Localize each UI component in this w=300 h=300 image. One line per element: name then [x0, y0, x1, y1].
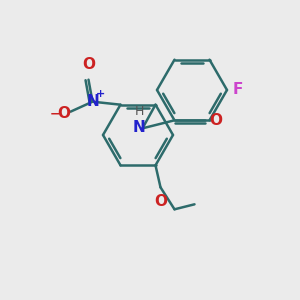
Text: O: O — [209, 113, 223, 128]
Text: O: O — [82, 57, 95, 72]
Text: −: − — [49, 107, 60, 120]
Text: +: + — [96, 89, 105, 99]
Text: O: O — [57, 106, 70, 121]
Text: F: F — [233, 82, 243, 98]
Text: H: H — [135, 105, 144, 118]
Text: O: O — [154, 194, 167, 209]
Text: N: N — [133, 120, 146, 135]
Text: N: N — [86, 94, 99, 109]
